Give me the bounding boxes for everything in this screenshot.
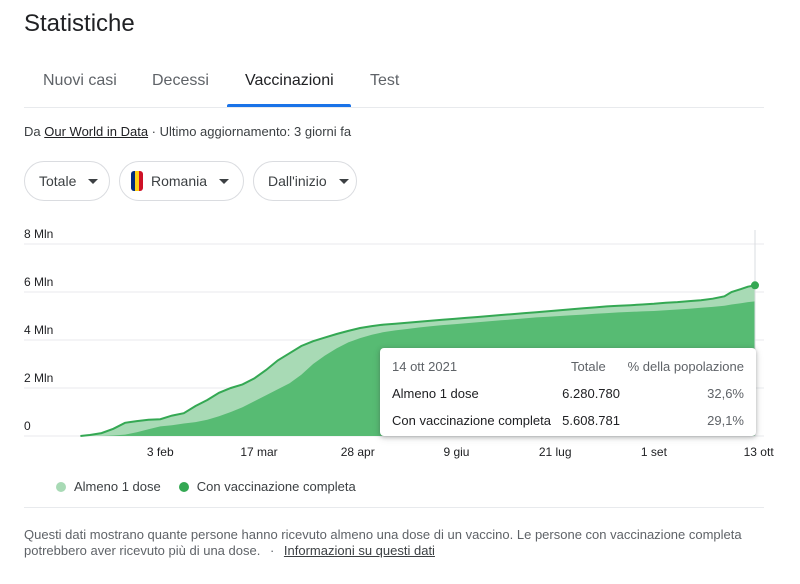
caret-down-icon [219,178,229,184]
flag-stripe-yellow [134,171,139,191]
y-tick-label: 4 Mln [24,323,53,337]
romania-flag-icon [131,171,143,191]
y-tick-label: 0 [24,419,31,433]
legend-swatch [56,481,66,492]
x-tick-label: 13 ott [744,445,775,459]
footer-text: Questi dati mostrano quante persone hann… [24,527,742,558]
tab-vaccinations[interactable]: Vaccinazioni [245,72,334,89]
tab-new-cases[interactable]: Nuovi casi [43,72,117,89]
last-updated: · Ultimo aggiornamento: 3 giorni fa [151,124,352,139]
chart-legend: Almeno 1 dose Con vaccinazione completa [56,479,356,494]
range-dropdown[interactable]: Dall'inizio [253,161,357,201]
country-dropdown[interactable]: Romania [119,161,244,201]
legend-label: Almeno 1 dose [74,479,161,494]
scope-value: Totale [39,173,77,189]
tooltip-row-total: 6.280.780 [562,386,620,401]
x-tick-label: 28 apr [341,445,375,459]
flag-stripe-blue [131,171,135,191]
footer-separator: · [269,543,275,558]
caret-down-icon [88,178,99,184]
tab-deaths[interactable]: Decessi [152,72,209,89]
tooltip-pct-header: % della popolazione [627,359,744,374]
data-source-line: Da Our World in Data · Ultimo aggiorname… [24,124,351,139]
x-tick-label: 1 set [641,445,668,459]
page-title: Statistiche [24,10,135,37]
flag-stripe-red [138,171,143,191]
tooltip-row-total: 5.608.781 [562,413,620,428]
divider [24,507,764,508]
tooltip-row-pct: 32,6% [707,386,744,401]
y-tick-label: 6 Mln [24,275,53,289]
tooltip-total-header: Totale [571,359,606,374]
footer-note: Questi dati mostrano quante persone hann… [24,527,764,559]
source-link[interactable]: Our World in Data [44,124,149,139]
about-data-link[interactable]: Informazioni su questi dati [283,543,435,558]
caret-down-icon [338,178,349,184]
tab-tests[interactable]: Test [370,72,400,89]
stats-tabs: Nuovi casi Decessi Vaccinazioni Test [24,58,764,108]
active-tab-indicator [227,104,351,107]
x-tick-label: 17 mar [240,445,277,459]
chart-tooltip: 14 ott 2021 Totale % della popolazione A… [380,348,756,436]
scope-dropdown[interactable]: Totale [24,161,110,201]
country-value: Romania [150,173,207,189]
series-line-first-dose [80,284,756,437]
tooltip-row-label: Con vaccinazione completa [392,413,551,428]
y-tick-label: 2 Mln [24,371,53,385]
range-value: Dall'inizio [268,173,327,189]
hover-point [751,281,759,290]
legend-label: Con vaccinazione completa [196,479,356,494]
source-prefix: Da [24,124,41,139]
x-tick-label: 9 giu [443,445,469,459]
tooltip-row-label: Almeno 1 dose [392,386,479,401]
x-tick-label: 21 lug [539,445,572,459]
y-tick-label: 8 Mln [24,227,53,241]
legend-swatch [178,481,189,492]
x-tick-label: 3 feb [147,445,174,459]
tooltip-date: 14 ott 2021 [392,359,458,374]
tooltip-row-pct: 29,1% [707,413,744,428]
